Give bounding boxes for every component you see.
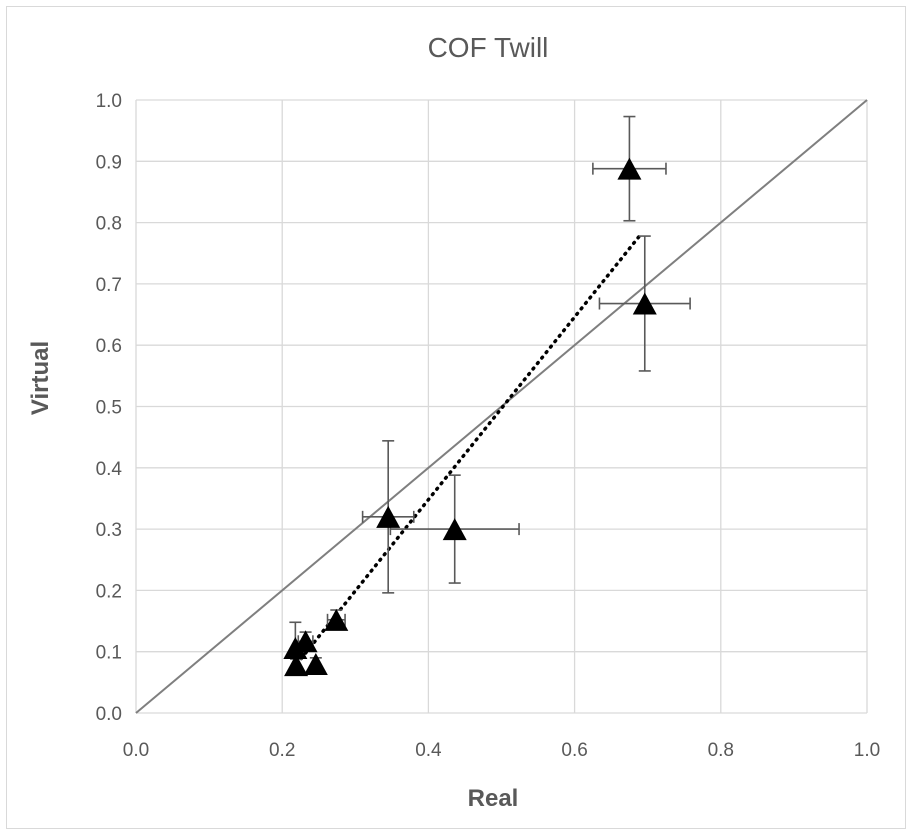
y-tick-label: 0.6 (96, 336, 122, 357)
data-points (283, 157, 657, 677)
y-tick-label: 0.8 (96, 214, 122, 235)
y-tick-label: 0.2 (96, 581, 122, 602)
x-tick-label: 0.0 (123, 740, 149, 761)
data-point-triangle (284, 654, 309, 677)
data-point-triangle (283, 637, 308, 660)
trendline (295, 233, 643, 666)
x-tick-label: 1.0 (854, 740, 880, 761)
data-point-triangle (303, 652, 328, 675)
data-point-triangle (632, 292, 657, 315)
x-tick-label: 0.8 (708, 740, 734, 761)
chart-title: COF Twill (428, 32, 549, 63)
data-point-triangle (617, 157, 642, 180)
tick-labels: 0.0 0.1 0.2 0.3 0.4 0.5 0.6 0.7 0.8 0.9 1.0 0.0 0.2 0… (96, 91, 881, 761)
x-axis-label: Real (468, 785, 519, 812)
y-tick-label: 0.7 (96, 275, 122, 296)
data-point-triangle (376, 505, 401, 528)
chart-frame (6, 6, 906, 829)
y-tick-label: 0.0 (96, 704, 122, 725)
y-tick-label: 0.3 (96, 520, 122, 541)
trendline-path (295, 233, 643, 666)
y-tick-label: 0.4 (96, 459, 123, 480)
y-tick-label: 0.5 (96, 398, 122, 419)
data-point-triangle (442, 518, 467, 541)
y-tick-label: 0.9 (96, 152, 122, 173)
grid (135, 99, 868, 714)
y-tick-label: 1.0 (96, 91, 122, 112)
x-tick-label: 0.4 (415, 740, 442, 761)
y-tick-label: 0.1 (96, 643, 122, 664)
y-axis-label: Virtual (27, 341, 54, 415)
x-tick-label: 0.6 (561, 740, 587, 761)
x-tick-label: 0.2 (269, 740, 295, 761)
data-point-triangle (324, 608, 349, 631)
